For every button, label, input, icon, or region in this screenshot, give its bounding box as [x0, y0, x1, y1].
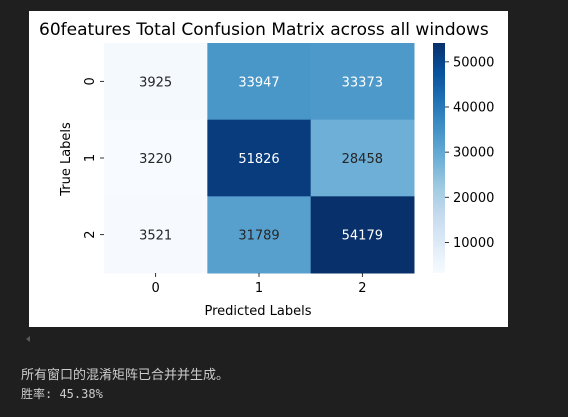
cell-output: 所有窗口的混淆矩阵已合并并生成。 胜率: 45.38% — [21, 367, 229, 403]
cell-value-label: 3220 — [139, 152, 172, 167]
colorbar-tick-label: 50000 — [453, 55, 494, 70]
heatmap-cell — [310, 196, 415, 274]
x-tick-label: 2 — [358, 281, 366, 296]
heatmap-cell — [207, 43, 312, 121]
heatmap-cell — [310, 119, 415, 197]
confusion-matrix-figure: 60features Total Confusion Matrix across… — [29, 11, 508, 327]
cell-value-label: 54179 — [342, 229, 383, 244]
scroll-left-icon[interactable] — [26, 336, 30, 342]
cell-value-label: 31789 — [238, 229, 279, 244]
y-tick-label: 0 — [83, 77, 98, 85]
colorbar — [433, 43, 445, 273]
heatmap-cell — [104, 43, 208, 121]
colorbar-tick-label: 20000 — [453, 191, 494, 206]
cell-value-label: 3521 — [139, 229, 172, 244]
cell-value-label: 33373 — [342, 75, 383, 90]
accuracy-text: 胜率: 45.38% — [21, 387, 103, 401]
x-tick-label: 0 — [152, 281, 160, 296]
x-tick-label: 1 — [255, 281, 263, 296]
heatmap-chart: 60features Total Confusion Matrix across… — [39, 20, 494, 319]
heatmap-cell — [207, 119, 312, 197]
colorbar-tick-label: 10000 — [453, 236, 494, 251]
y-tick-label: 2 — [83, 231, 98, 239]
colorbar-tick-label: 40000 — [453, 100, 494, 115]
heatmap-cell — [104, 196, 208, 274]
heatmap-cell — [310, 43, 415, 121]
heatmap-cell — [207, 196, 312, 274]
colorbar-tick-label: 30000 — [453, 146, 494, 161]
output-message: 所有窗口的混淆矩阵已合并并生成。 — [21, 368, 230, 383]
heatmap-cell — [104, 119, 208, 197]
cell-value-label: 33947 — [238, 75, 279, 90]
cell-value-label: 28458 — [342, 152, 383, 167]
y-tick-label: 1 — [83, 154, 98, 162]
chart-title: 60features Total Confusion Matrix across… — [39, 20, 489, 40]
y-axis-label: True Labels — [59, 122, 74, 197]
x-axis-label: Predicted Labels — [204, 304, 311, 319]
cell-value-label: 3925 — [139, 75, 172, 90]
cell-value-label: 51826 — [238, 152, 279, 167]
